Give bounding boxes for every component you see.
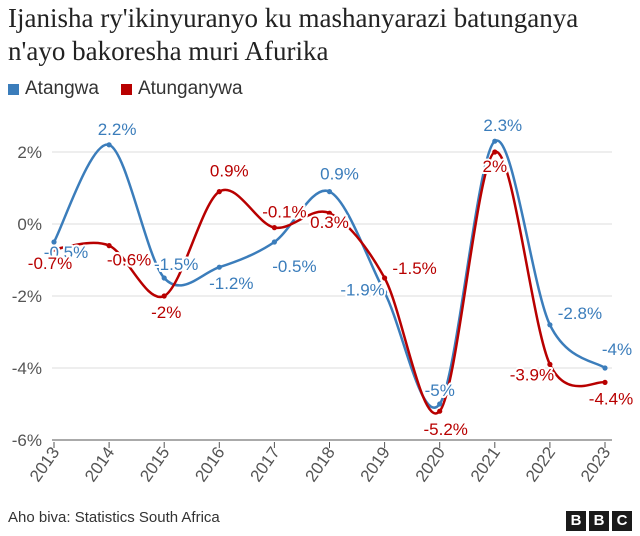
data-point xyxy=(51,246,57,252)
data-point xyxy=(326,210,333,216)
legend-swatch-atunganywa xyxy=(120,83,132,95)
data-points xyxy=(51,138,608,414)
data-point xyxy=(216,189,222,195)
data-label: -1.5% xyxy=(154,255,198,274)
legend: Atangwa Atunganywa xyxy=(8,77,265,101)
x-tick-label: 2016 xyxy=(191,443,228,485)
source-note: Aho biva: Statistics South Africa xyxy=(8,509,220,526)
data-label: 2.3% xyxy=(483,116,522,135)
data-label: -1.9% xyxy=(340,280,384,299)
data-label: -2% xyxy=(151,303,181,322)
x-tick-label: 2019 xyxy=(357,443,394,485)
data-label: 2.2% xyxy=(98,120,137,139)
x-tick-label: 2023 xyxy=(577,443,614,485)
data-label: -1.5% xyxy=(392,259,436,278)
data-label: -5% xyxy=(425,381,455,400)
data-point xyxy=(271,239,277,245)
legend-item-atunganywa: Atunganywa xyxy=(120,78,243,100)
y-tick-label: -6% xyxy=(12,431,42,450)
data-label: -4% xyxy=(602,340,632,359)
y-tick-label: -2% xyxy=(12,287,42,306)
data-point xyxy=(492,149,498,155)
data-point xyxy=(51,239,57,245)
data-point xyxy=(106,142,112,148)
bbc-logo: B B C xyxy=(563,511,632,531)
data-point xyxy=(602,379,608,385)
logo-letter-1: B xyxy=(566,511,586,531)
y-tick-label: 0% xyxy=(17,215,42,234)
data-point xyxy=(271,225,277,231)
legend-item-atangwa: Atangwa xyxy=(8,78,99,100)
data-point xyxy=(106,243,112,249)
legend-swatch-atangwa xyxy=(8,83,19,95)
x-tick-label: 2017 xyxy=(246,443,283,485)
legend-label-atunganywa: Atunganywa xyxy=(137,78,243,99)
data-point xyxy=(602,365,608,371)
data-label: 0.3% xyxy=(310,213,349,232)
x-tick-label: 2015 xyxy=(136,443,173,485)
y-tick-labels: 2% 0% -2% -4% -6% xyxy=(12,143,42,450)
y-tick-label: 2% xyxy=(17,143,42,162)
data-label: -0.5% xyxy=(44,243,88,262)
logo-letter-2: B xyxy=(589,511,609,531)
data-point xyxy=(161,293,167,299)
data-point xyxy=(437,408,443,414)
data-point xyxy=(216,264,222,270)
x-tick-label: 2014 xyxy=(81,443,118,485)
data-label: 2% xyxy=(483,157,508,176)
legend-label-atangwa: Atangwa xyxy=(25,78,99,99)
data-label: -0.7% xyxy=(28,254,72,273)
data-point xyxy=(437,401,443,407)
data-label: -0.1% xyxy=(262,203,306,222)
data-label: -4.4% xyxy=(589,389,633,408)
chart-title: Ijanisha ry'ikinyuranyo ku mashanyarazi … xyxy=(8,3,579,66)
data-label: 0.9% xyxy=(320,165,359,184)
data-point xyxy=(492,138,498,144)
logo-letter-3: C xyxy=(612,511,632,531)
grid-lines xyxy=(52,151,612,441)
data-label: -3.9% xyxy=(510,365,554,384)
data-point xyxy=(326,189,333,195)
data-point xyxy=(161,275,167,281)
data-labels: -0.5% 2.2% -1.5% -1.2% -0.5% 0.9% -1.9% -5% 2.3%… xyxy=(26,114,635,441)
data-point xyxy=(382,275,388,281)
x-tick-labels: 2013 2014 2015 2016 2017 2018 2019 2020 2021 2022… xyxy=(26,442,614,485)
data-point xyxy=(547,361,553,367)
x-tick-label: 2020 xyxy=(412,443,449,485)
data-label: -5.2% xyxy=(423,420,467,439)
data-point xyxy=(547,322,553,328)
x-tick-label: 2018 xyxy=(302,443,339,485)
data-label: -0.5% xyxy=(272,257,316,276)
data-point xyxy=(382,289,388,295)
data-label: -1.2% xyxy=(209,274,253,293)
data-label: 0.9% xyxy=(210,162,249,181)
data-label: -0.6% xyxy=(107,251,151,270)
y-tick-label: -4% xyxy=(12,359,42,378)
x-tick-label: 2021 xyxy=(467,443,504,485)
data-label: -2.8% xyxy=(558,304,602,323)
x-tick-label: 2022 xyxy=(522,443,559,485)
